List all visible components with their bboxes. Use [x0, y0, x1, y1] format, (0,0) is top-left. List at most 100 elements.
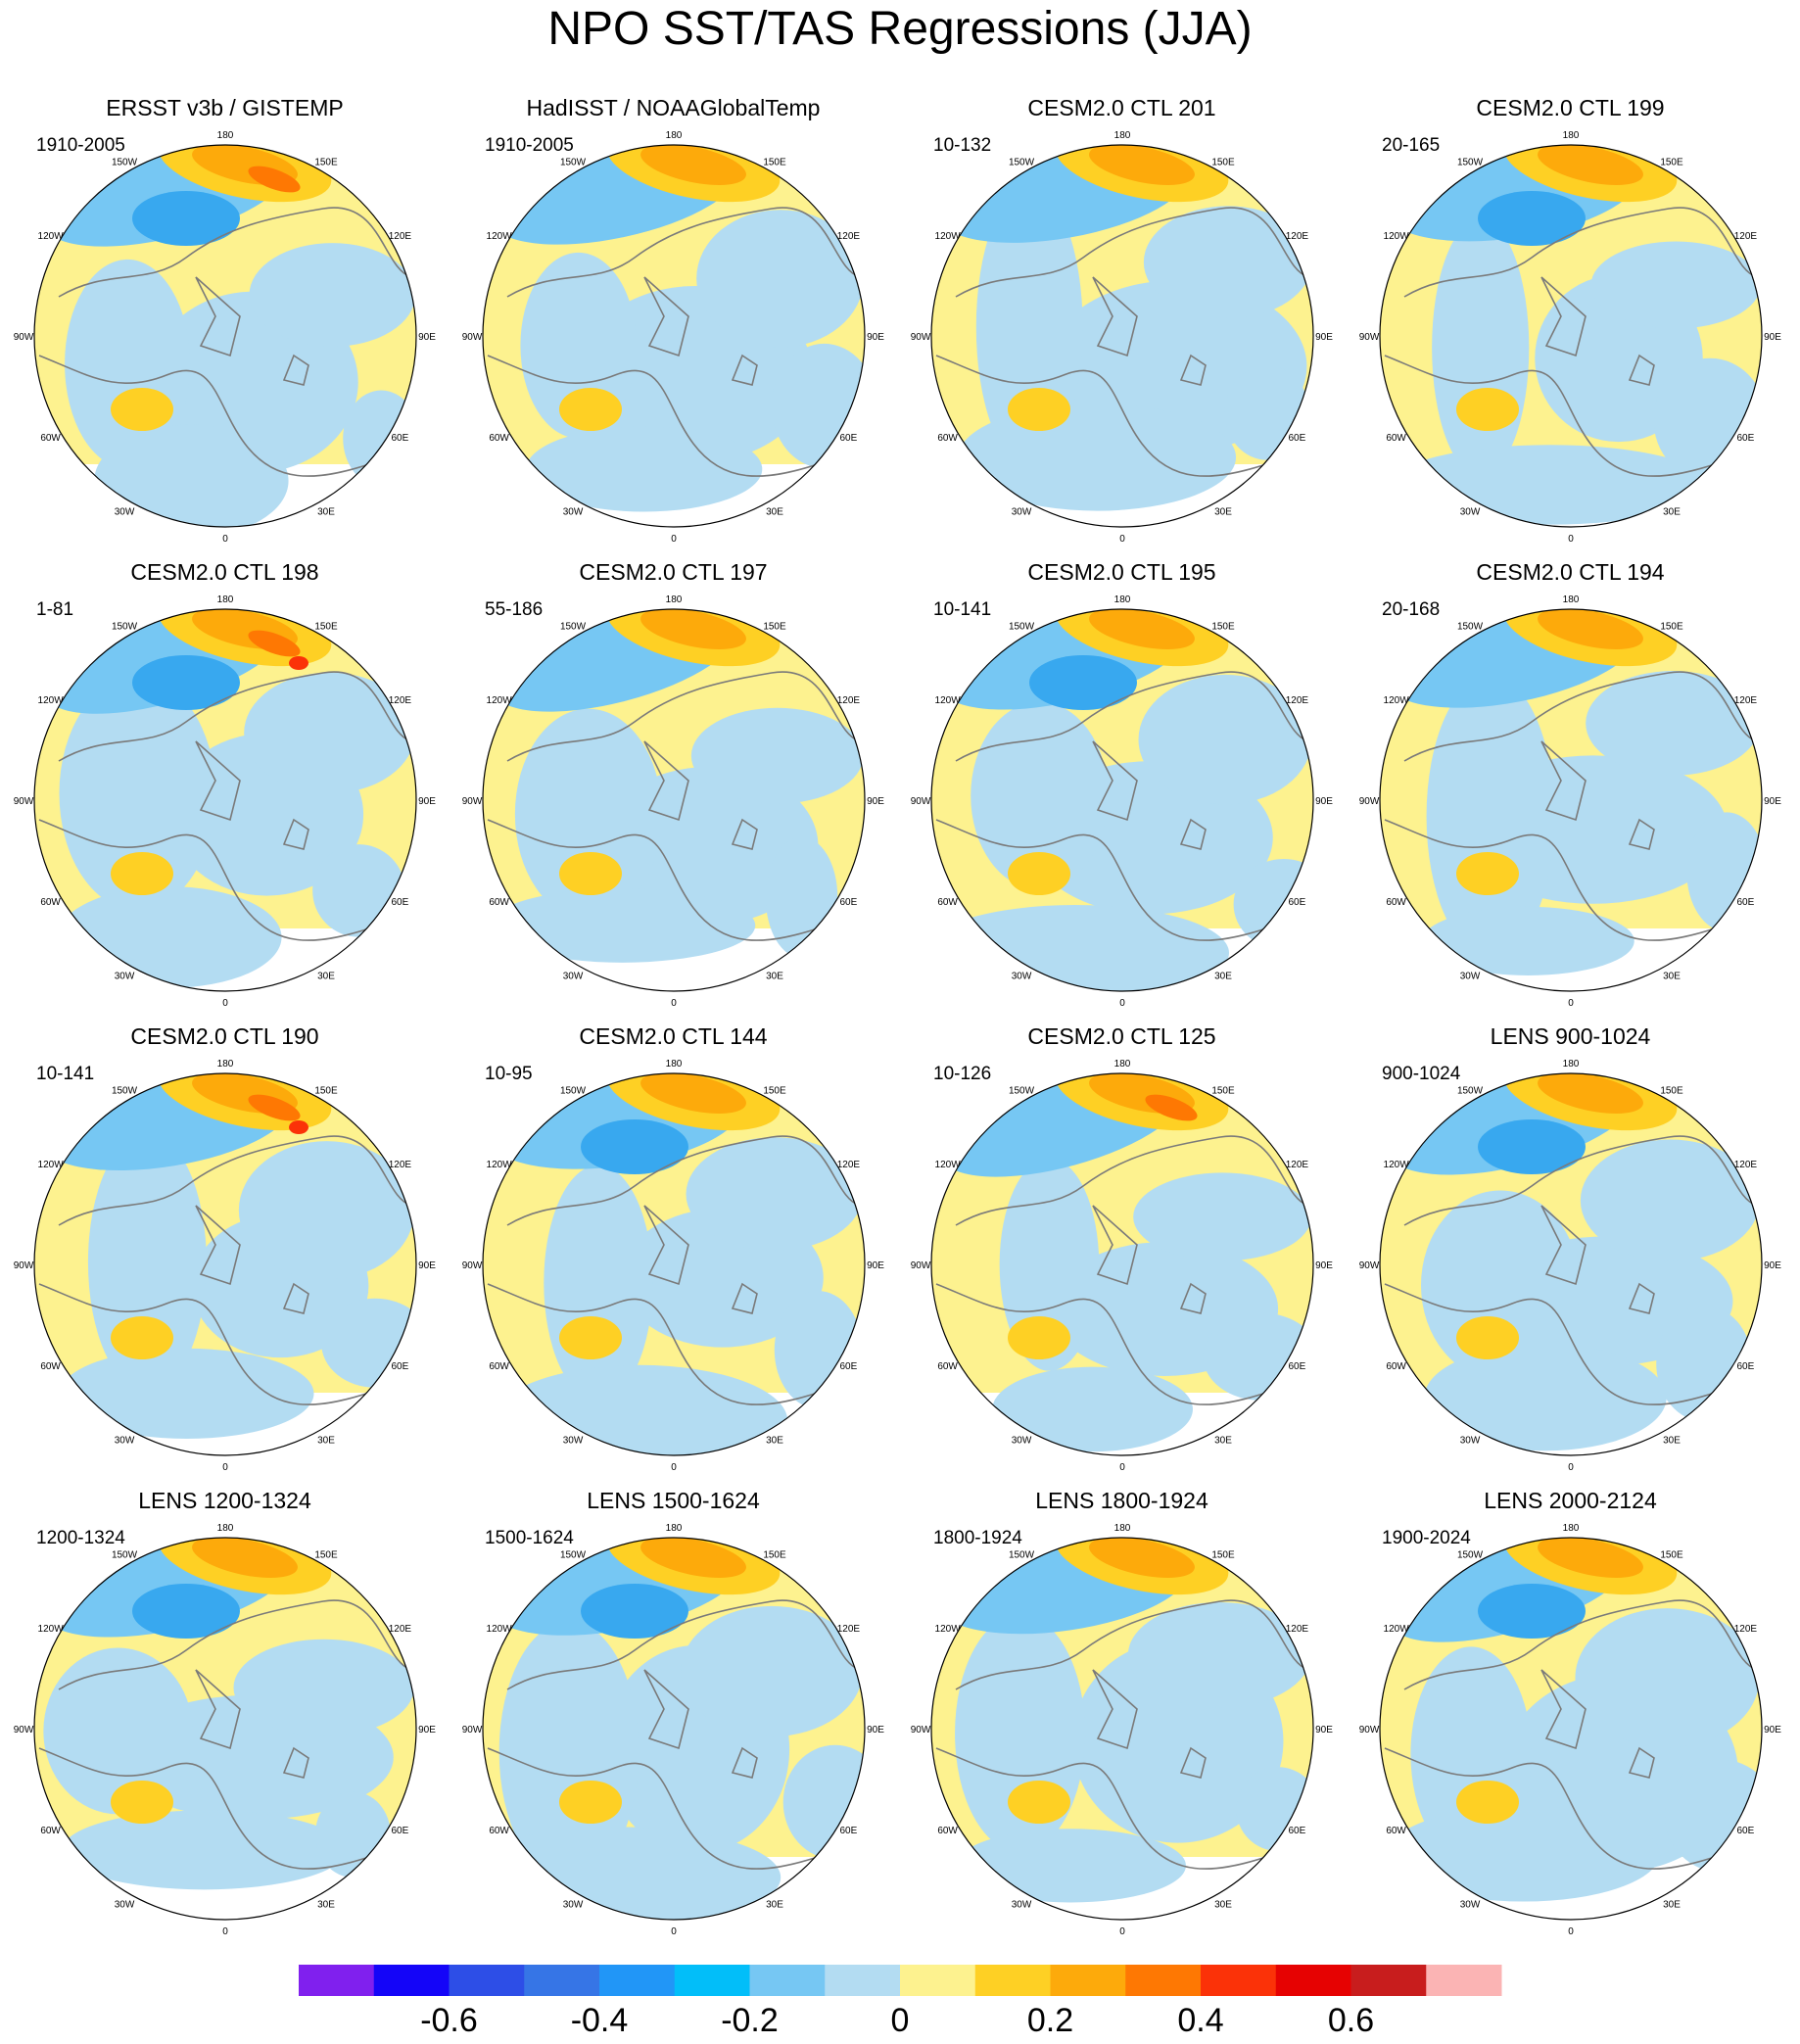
longitude-label: 150E	[763, 622, 786, 633]
longitude-label: 90E	[1315, 796, 1333, 807]
colorbar-tick-label: 0.4	[1177, 2002, 1224, 2039]
longitude-label: 150W	[112, 158, 138, 168]
longitude-label: 180	[217, 1059, 234, 1070]
polar-map: 180 150E 120E 90E 60E 30E 0 30W 60W 90W 120W 150W	[911, 130, 1334, 545]
colorbar-swatch	[373, 1965, 450, 1996]
longitude-label: 180	[1563, 130, 1580, 141]
longitude-label: 30E	[1663, 506, 1681, 517]
longitude-label: 0	[671, 534, 677, 545]
map-panel: 180 150E 120E 90E 60E 30E 0 30W 60W 90W 120W 150W CE…	[1346, 464, 1795, 1009]
colorbar-tick-label: 0	[890, 2002, 910, 2039]
colorbar-swatch	[1201, 1965, 1277, 1996]
longitude-label: 120E	[389, 1160, 412, 1170]
polar-map: 180 150E 120E 90E 60E 30E 0 30W 60W 90W 120W 150W	[911, 594, 1334, 1009]
figure-title: NPO SST/TAS Regressions (JJA)	[547, 3, 1253, 55]
longitude-label: 120W	[38, 1160, 65, 1170]
longitude-label: 0	[671, 1462, 677, 1473]
map-panel: 180 150E 120E 90E 60E 30E 0 30W 60W 90W 120W 150W CE…	[0, 464, 450, 1009]
longitude-label: 120E	[1286, 1624, 1309, 1635]
colorbar-swatch	[1350, 1965, 1427, 1996]
panel-title: CESM2.0 CTL 125	[1027, 1023, 1216, 1049]
longitude-label: 150W	[560, 1550, 587, 1561]
longitude-label: 90W	[462, 1725, 483, 1735]
map-panel: 180 150E 120E 90E 60E 30E 0 30W 60W 90W 120W 150W LE…	[449, 1393, 898, 1937]
longitude-label: 90E	[1764, 796, 1781, 807]
longitude-label: 180	[1114, 1523, 1131, 1534]
longitude-label: 120E	[389, 231, 412, 242]
panel-title: CESM2.0 CTL 190	[130, 1023, 319, 1049]
panel-period: 10-95	[485, 1064, 533, 1084]
panel-title: CESM2.0 CTL 198	[130, 559, 319, 585]
longitude-label: 120W	[935, 1624, 962, 1635]
longitude-label: 150E	[314, 1550, 338, 1561]
map-panel: 180 150E 120E 90E 60E 30E 0 30W 60W 90W 120W 150W CE…	[449, 464, 898, 1009]
longitude-label: 0	[1119, 1462, 1125, 1473]
longitude-label: 60W	[40, 1361, 61, 1372]
longitude-label: 180	[666, 1523, 683, 1534]
longitude-label: 60E	[1737, 1826, 1755, 1836]
panel-period: 900-1024	[1382, 1064, 1461, 1084]
longitude-label: 60W	[937, 1361, 958, 1372]
longitude-label: 0	[222, 1462, 228, 1473]
longitude-label: 90W	[462, 1260, 483, 1271]
longitude-label: 150W	[112, 622, 138, 633]
polar-map: 180 150E 120E 90E 60E 30E 0 30W 60W 90W 120W 150W	[1359, 594, 1782, 1009]
longitude-label: 150W	[1009, 1550, 1035, 1561]
longitude-label: 90E	[418, 1260, 436, 1271]
longitude-label: 30E	[766, 1899, 783, 1910]
longitude-label: 60W	[40, 1826, 61, 1836]
longitude-label: 150E	[1211, 1550, 1235, 1561]
longitude-label: 60W	[1386, 433, 1406, 444]
polar-map: 180 150E 120E 90E 60E 30E 0 30W 60W 90W 120W 150W	[1359, 1523, 1782, 1937]
colorbar-swatch	[599, 1965, 676, 1996]
longitude-label: 30E	[1663, 1435, 1681, 1446]
longitude-label: 120E	[1286, 231, 1309, 242]
panel-period: 10-126	[933, 1064, 992, 1084]
longitude-label: 120E	[1286, 695, 1309, 706]
map-panel: 180 150E 120E 90E 60E 30E 0 30W 60W 90W 120W 150W CE…	[0, 928, 450, 1473]
longitude-label: 180	[1114, 130, 1131, 141]
longitude-label: 150E	[1660, 158, 1683, 168]
colorbar-swatch	[524, 1965, 600, 1996]
panel-title: HadISST / NOAAGlobalTemp	[526, 95, 821, 120]
longitude-label: 30E	[1214, 1899, 1232, 1910]
longitude-label: 120W	[487, 1160, 513, 1170]
map-panel: 180 150E 120E 90E 60E 30E 0 30W 60W 90W 120W 150W CE…	[897, 464, 1347, 1009]
longitude-label: 150E	[1660, 1550, 1683, 1561]
longitude-label: 120W	[1384, 1624, 1410, 1635]
longitude-label: 90W	[462, 332, 483, 343]
longitude-label: 90W	[911, 796, 931, 807]
longitude-label: 60W	[937, 897, 958, 908]
longitude-label: 150W	[112, 1086, 138, 1097]
longitude-label: 90E	[1315, 1260, 1333, 1271]
longitude-label: 120W	[1384, 1160, 1410, 1170]
longitude-label: 30W	[563, 506, 584, 517]
longitude-label: 30E	[1214, 506, 1232, 517]
longitude-label: 120E	[1734, 231, 1758, 242]
longitude-label: 90W	[462, 796, 483, 807]
longitude-label: 30W	[1460, 1435, 1481, 1446]
longitude-label: 30E	[1214, 971, 1232, 981]
panel-period: 1910-2005	[36, 135, 125, 156]
colorbar-swatch	[449, 1965, 525, 1996]
longitude-label: 0	[1119, 534, 1125, 545]
colorbar-swatch	[1426, 1965, 1502, 1996]
polar-map: 180 150E 120E 90E 60E 30E 0 30W 60W 90W 120W 150W	[14, 130, 437, 545]
colorbar-swatch	[1050, 1965, 1126, 1996]
panel-title: CESM2.0 CTL 144	[579, 1023, 768, 1049]
longitude-label: 90E	[1764, 332, 1781, 343]
longitude-label: 90E	[867, 1725, 884, 1735]
longitude-label: 90E	[867, 796, 884, 807]
panel-period: 20-165	[1382, 135, 1441, 156]
longitude-label: 120W	[935, 231, 962, 242]
polar-map: 180 150E 120E 90E 60E 30E 0 30W 60W 90W 120W 150W	[911, 1523, 1334, 1937]
colorbar-tick-label: -0.2	[721, 2002, 779, 2039]
longitude-label: 90E	[1315, 1725, 1333, 1735]
panel-period: 10-132	[933, 135, 992, 156]
longitude-label: 150E	[1211, 158, 1235, 168]
longitude-label: 90E	[867, 332, 884, 343]
longitude-label: 90E	[1764, 1725, 1781, 1735]
colorbar-tick-label: 0.6	[1327, 2002, 1375, 2039]
longitude-label: 180	[1114, 594, 1131, 605]
map-panel: 180 150E 120E 90E 60E 30E 0 30W 60W 90W 120W 150W CE…	[449, 928, 898, 1473]
